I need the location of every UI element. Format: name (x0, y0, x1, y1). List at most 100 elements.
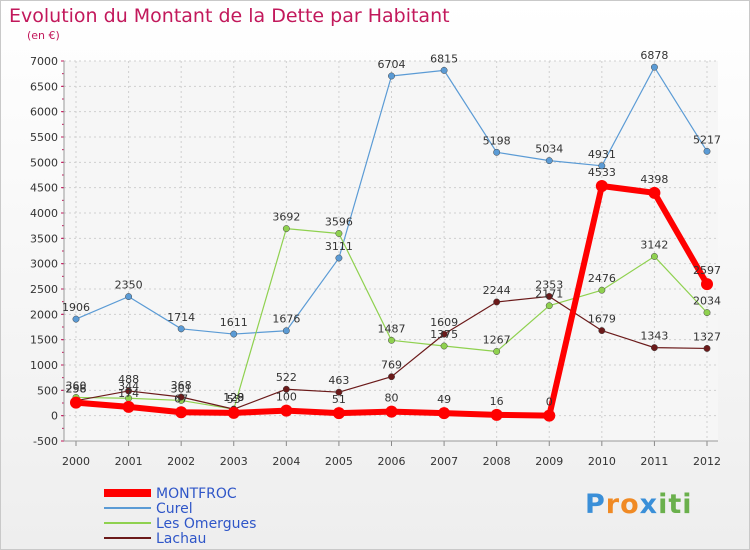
data-point (650, 344, 658, 352)
data-label: 55 (227, 393, 241, 406)
data-label: 6878 (640, 49, 668, 62)
legend-label: Curel (156, 501, 193, 517)
x-tick-label: 2000 (62, 455, 90, 468)
data-label: 128 (223, 391, 244, 404)
grid (64, 60, 718, 442)
data-label: 1676 (272, 313, 300, 326)
data-point (72, 315, 80, 323)
series-lines (70, 63, 713, 422)
data-label: 3142 (640, 238, 668, 251)
data-point (545, 292, 553, 300)
data-point (703, 147, 711, 155)
data-label: 3111 (325, 240, 353, 253)
y-tick-label: 3500 (30, 232, 58, 245)
data-label: 1679 (588, 313, 616, 326)
data-point (280, 404, 293, 417)
data-point (493, 348, 501, 355)
legend-label: Lachau (156, 531, 206, 547)
data-label: 100 (276, 391, 297, 404)
data-label: 2171 (535, 288, 563, 301)
data-label: 5034 (535, 143, 563, 156)
data-label: 2244 (483, 284, 511, 297)
data-point (282, 385, 290, 393)
data-point (282, 225, 290, 233)
data-label: 769 (381, 359, 402, 372)
y-tick-label: 7000 (30, 55, 58, 68)
x-tick-label: 2011 (640, 455, 668, 468)
data-label: 80 (385, 392, 399, 405)
data-point (177, 393, 185, 401)
data-point (335, 254, 343, 262)
data-point (598, 162, 606, 170)
data-label: 51 (332, 393, 346, 406)
data-label: 488 (118, 373, 139, 386)
data-point (385, 405, 398, 418)
data-label: 301 (171, 382, 192, 395)
y-tick-label: 4000 (30, 207, 58, 220)
data-point (545, 157, 553, 165)
x-tick-label: 2007 (430, 455, 458, 468)
y-tick-label: 6000 (30, 106, 58, 119)
data-point (125, 387, 133, 395)
data-label: 49 (437, 393, 451, 406)
data-point (493, 298, 501, 306)
y-tick-label: 4500 (30, 182, 58, 195)
data-point (227, 406, 240, 419)
legend-label: MONTFROC (156, 486, 237, 502)
data-point (650, 253, 658, 260)
y-tick-label: 6500 (30, 80, 58, 93)
data-label: 2350 (115, 279, 143, 292)
data-label: 522 (276, 371, 297, 384)
data-point (388, 373, 395, 381)
x-tick-label: 2009 (535, 455, 563, 468)
proxiti-logo: Proxiti (585, 489, 693, 520)
data-label: 5198 (483, 134, 511, 147)
data-label: 1487 (378, 322, 406, 335)
data-label: 1343 (640, 330, 668, 343)
data-label: 360 (66, 379, 87, 392)
data-label: 3596 (325, 215, 353, 228)
data-point (175, 406, 188, 419)
data-point (493, 148, 501, 156)
data-label: 463 (328, 374, 349, 387)
y-tick-label: -500 (33, 435, 58, 448)
data-label: 174 (118, 387, 139, 400)
data-label: 4533 (588, 166, 616, 179)
data-label: 2353 (535, 278, 563, 291)
axes: -500050010001500200025003000350040004500… (30, 55, 721, 468)
y-tick-label: 3000 (30, 258, 58, 271)
y-tick-label: 500 (37, 384, 58, 397)
data-point (598, 327, 606, 335)
data-point (598, 286, 606, 294)
data-label: 1327 (693, 330, 721, 343)
data-point (230, 330, 238, 338)
y-tick-label: 1000 (30, 359, 58, 372)
data-point (440, 342, 448, 350)
data-label: 344 (118, 380, 139, 393)
x-tick-label: 2006 (378, 455, 406, 468)
data-point (388, 336, 395, 344)
data-label: 4931 (588, 148, 616, 161)
x-tick-label: 2010 (588, 455, 616, 468)
data-point (703, 344, 711, 352)
y-tick-label: 5000 (30, 156, 58, 169)
data-point (177, 325, 185, 333)
data-point (335, 388, 343, 396)
data-point (543, 409, 556, 422)
data-label: 2597 (693, 264, 721, 277)
y-tick-label: 1500 (30, 334, 58, 347)
data-label: 4398 (640, 173, 668, 186)
data-label: 2034 (693, 295, 721, 308)
data-label: 258 (66, 383, 87, 396)
x-tick-label: 2001 (115, 455, 143, 468)
data-point (282, 327, 290, 335)
data-label: 1375 (430, 328, 458, 341)
data-label: 6815 (430, 52, 458, 65)
data-point (125, 293, 133, 301)
data-point (440, 330, 448, 338)
data-label: 1267 (483, 333, 511, 346)
data-label: 6704 (378, 58, 406, 71)
data-point (332, 407, 345, 420)
chart-unit: (en €) (27, 29, 60, 42)
